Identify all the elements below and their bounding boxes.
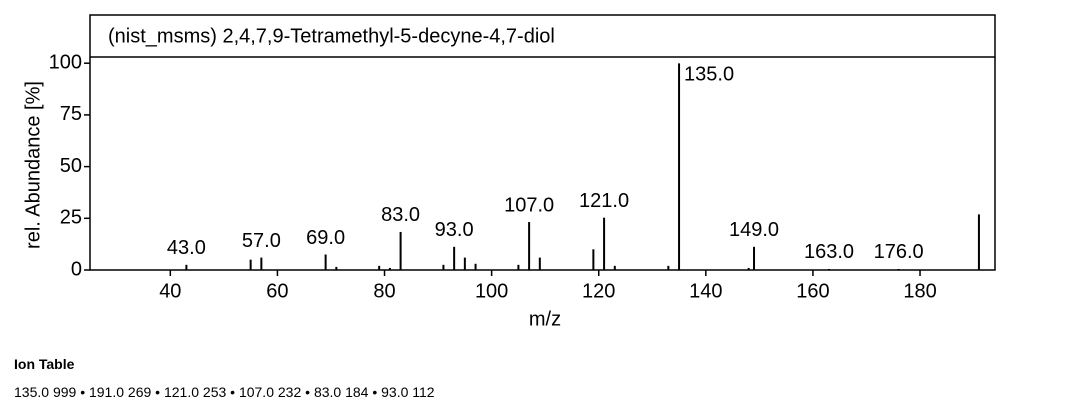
y-tick-label: 100 <box>49 51 82 73</box>
ion-mz: 135.0 <box>14 384 50 400</box>
y-tick-label: 75 <box>60 103 82 125</box>
x-tick-label: 120 <box>582 280 615 302</box>
x-tick-label: 160 <box>796 280 829 302</box>
ion-mz: 191.0 <box>88 384 125 400</box>
ion-intensity: 184 <box>345 384 369 400</box>
peak-label: 149.0 <box>729 219 779 241</box>
x-tick-label: 60 <box>266 280 288 302</box>
x-tick-label: 80 <box>373 280 395 302</box>
peak-label: 107.0 <box>504 194 554 216</box>
x-tick-label: 180 <box>903 280 936 302</box>
peak-label: 69.0 <box>306 227 345 249</box>
ion-intensity: 232 <box>277 384 302 400</box>
x-tick-label: 40 <box>159 280 181 302</box>
peak-label: 135.0 <box>684 64 734 86</box>
ion-table: Ion Table 135.0 999 • 191.0 269 • 121.0 … <box>14 356 435 400</box>
separator: • <box>372 384 378 400</box>
ion-table-row: 135.0 999 • 191.0 269 • 121.0 253 • 107.… <box>14 384 435 400</box>
ion-intensity: 999 <box>52 384 77 400</box>
peak-label: 43.0 <box>167 237 206 259</box>
separator: • <box>80 384 86 400</box>
peak-label: 93.0 <box>435 219 474 241</box>
x-tick-label: 100 <box>475 280 508 302</box>
ion-intensity: 253 <box>202 384 227 400</box>
chart: (nist_msms) 2,4,7,9-Tetramethyl-5-decyne… <box>22 14 996 330</box>
ion-mz: 121.0 <box>163 384 200 400</box>
x-tick-label: 140 <box>689 280 722 302</box>
ion-table-title: Ion Table <box>14 356 75 372</box>
ion-mz: 83.0 <box>313 384 342 400</box>
y-tick-label: 0 <box>71 258 82 280</box>
ion-mz: 93.0 <box>381 384 409 400</box>
peak-label: 57.0 <box>242 230 281 252</box>
ion-mz: 107.0 <box>238 384 274 400</box>
ion-intensity: 269 <box>127 384 152 400</box>
peak-label: 83.0 <box>381 204 420 226</box>
chart-title: (nist_msms) 2,4,7,9-Tetramethyl-5-decyne… <box>108 25 555 47</box>
plot-frame <box>89 14 996 271</box>
separator: • <box>305 384 311 400</box>
y-tick-label: 25 <box>60 207 82 229</box>
separator: • <box>230 384 236 400</box>
y-tick-label: 50 <box>60 155 82 177</box>
y-axis-label: rel. Abundance [%] <box>22 81 44 249</box>
separator: • <box>155 384 161 400</box>
x-axis-label: m/z <box>529 308 561 330</box>
peak-label: 163.0 <box>804 241 854 263</box>
peak-label: 176.0 <box>874 241 924 263</box>
ion-intensity: 112 <box>412 384 435 400</box>
peak-label: 121.0 <box>579 190 629 212</box>
